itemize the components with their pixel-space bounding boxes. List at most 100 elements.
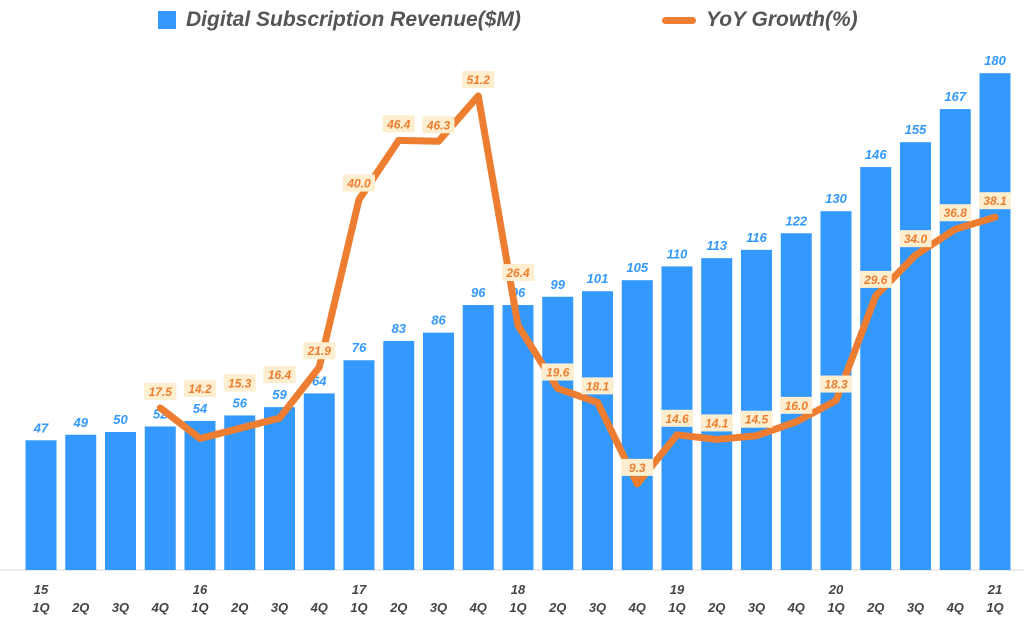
bar-data-label: 105 xyxy=(626,260,648,275)
x-tick-quarter: 1Q xyxy=(827,600,844,615)
x-tick-quarter: 1Q xyxy=(668,600,685,615)
growth-data-label: 21.9 xyxy=(307,344,332,358)
bar xyxy=(65,434,97,570)
growth-label-box xyxy=(661,409,693,427)
bar xyxy=(343,360,375,570)
bar-data-label: 130 xyxy=(825,191,847,206)
growth-label-box xyxy=(939,204,972,222)
growth-label-box xyxy=(184,379,216,397)
growth-data-label: 14.5 xyxy=(745,413,769,427)
bar-data-label: 83 xyxy=(392,321,407,336)
bar xyxy=(979,73,1011,570)
growth-data-label: 15.3 xyxy=(228,376,252,390)
growth-label-box xyxy=(859,270,892,288)
legend-item-growth: YoY Growth(%) xyxy=(662,8,858,32)
bar xyxy=(184,420,216,570)
growth-data-label: 9.3 xyxy=(629,461,646,475)
bar xyxy=(462,305,494,570)
growth-data-label: 14.2 xyxy=(188,382,212,396)
growth-label-box xyxy=(144,382,177,400)
x-tick-quarter: 1Q xyxy=(986,600,1003,615)
growth-label-box xyxy=(303,342,336,360)
x-tick-quarter: 3Q xyxy=(430,600,447,615)
bar-data-label: 116 xyxy=(746,230,767,245)
bar-data-label: 110 xyxy=(667,246,688,261)
bar-data-label: 59 xyxy=(272,387,287,402)
bar xyxy=(701,258,733,570)
bar-data-label: 122 xyxy=(785,213,807,228)
growth-label-box xyxy=(700,414,733,432)
growth-label-box xyxy=(223,374,256,392)
growth-label-box xyxy=(263,366,296,384)
bar xyxy=(502,305,534,570)
growth-label-box xyxy=(780,396,813,414)
bar-data-label: 113 xyxy=(706,238,727,253)
x-tick-quarter: 2Q xyxy=(389,600,407,615)
bar xyxy=(741,249,772,570)
bar-data-label: 54 xyxy=(193,401,208,416)
x-tick-quarter: 2Q xyxy=(866,600,884,615)
growth-label-box xyxy=(541,363,574,381)
bar xyxy=(224,415,256,570)
bar xyxy=(105,432,136,570)
growth-label-box xyxy=(502,264,534,282)
bar-data-label: 180 xyxy=(984,53,1006,68)
bar xyxy=(423,332,454,570)
growth-data-label: 18.1 xyxy=(586,379,610,393)
legend-label-growth: YoY Growth(%) xyxy=(706,8,858,31)
x-tick-quarter: 4Q xyxy=(946,600,964,615)
x-tick-quarter: 2Q xyxy=(707,600,725,615)
bar-data-label: 155 xyxy=(905,122,927,137)
bar xyxy=(939,109,971,570)
bar xyxy=(542,296,574,570)
bar xyxy=(383,340,415,570)
growth-data-label: 14.6 xyxy=(665,412,689,426)
growth-data-label: 34.0 xyxy=(904,232,928,246)
bar-data-label: 50 xyxy=(113,412,128,427)
bar-data-label: 146 xyxy=(865,147,887,162)
bar-data-label: 47 xyxy=(33,420,49,435)
growth-data-label: 17.5 xyxy=(149,385,173,399)
x-tick-quarter: 1Q xyxy=(350,600,367,615)
growth-label-box xyxy=(621,458,654,476)
x-tick-quarter: 2Q xyxy=(548,600,566,615)
x-tick-year: 16 xyxy=(193,582,208,597)
x-tick-quarter: 3Q xyxy=(112,600,129,615)
growth-label-box xyxy=(979,192,1011,210)
x-tick-year: 19 xyxy=(670,582,685,597)
x-tick-year: 20 xyxy=(828,582,844,597)
bar xyxy=(860,167,892,571)
growth-label-box xyxy=(462,70,495,88)
growth-label-box xyxy=(899,230,932,248)
x-tick-quarter: 3Q xyxy=(271,600,288,615)
bar xyxy=(264,407,295,570)
x-tick-year: 18 xyxy=(511,582,526,597)
legend-item-revenue: Digital Subscription Revenue($M) xyxy=(158,8,521,32)
growth-data-label: 29.6 xyxy=(863,273,888,287)
legend-label-revenue: Digital Subscription Revenue($M) xyxy=(186,8,521,31)
growth-data-label: 38.1 xyxy=(983,194,1007,208)
legend-swatch-growth xyxy=(662,16,696,24)
bar-data-label: 101 xyxy=(587,271,609,286)
x-tick-year: 21 xyxy=(987,582,1002,597)
x-tick-quarter: 1Q xyxy=(32,600,49,615)
bar-data-label: 99 xyxy=(551,277,566,292)
growth-label-box xyxy=(740,410,773,428)
x-tick-year: 17 xyxy=(352,582,367,597)
x-tick-quarter: 1Q xyxy=(509,600,526,615)
x-tick-quarter: 3Q xyxy=(589,600,606,615)
bar xyxy=(900,142,931,570)
x-tick-quarter: 2Q xyxy=(230,600,248,615)
bar xyxy=(25,440,57,570)
growth-label-box xyxy=(820,375,852,393)
bar-data-label: 86 xyxy=(431,313,446,328)
x-tick-year: 15 xyxy=(34,582,49,597)
growth-label-box xyxy=(343,174,375,192)
growth-label-box xyxy=(581,377,614,395)
bar xyxy=(303,393,335,570)
growth-data-label: 14.1 xyxy=(705,416,729,430)
growth-label-box xyxy=(382,115,415,133)
growth-line xyxy=(156,92,999,488)
